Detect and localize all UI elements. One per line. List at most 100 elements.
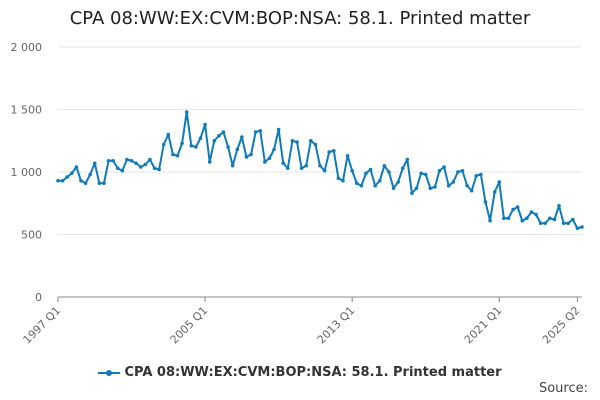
data-point[interactable] — [240, 135, 244, 139]
data-point[interactable] — [341, 178, 345, 183]
data-point[interactable] — [456, 170, 460, 174]
data-point[interactable] — [359, 183, 364, 188]
data-point[interactable] — [543, 221, 548, 226]
data-point[interactable] — [497, 180, 502, 184]
data-point[interactable] — [511, 207, 515, 212]
data-point[interactable] — [322, 168, 327, 173]
data-point[interactable] — [515, 205, 520, 209]
data-point[interactable] — [561, 221, 566, 226]
data-point[interactable] — [327, 150, 331, 154]
data-point[interactable] — [465, 183, 469, 188]
data-point[interactable] — [267, 156, 272, 161]
data-point[interactable] — [253, 130, 258, 134]
data-point[interactable] — [276, 127, 281, 132]
data-point[interactable] — [143, 162, 148, 167]
data-point[interactable] — [548, 216, 552, 221]
data-point[interactable] — [318, 163, 322, 168]
legend[interactable]: CPA 08:WW:EX:CVM:BOP:NSA: 58.1. Printed … — [0, 365, 600, 380]
data-point[interactable] — [437, 168, 442, 173]
data-point[interactable] — [460, 168, 465, 173]
data-point[interactable] — [580, 225, 584, 229]
data-point[interactable] — [336, 176, 341, 181]
data-point[interactable] — [391, 186, 396, 191]
data-point[interactable] — [364, 171, 368, 176]
data-point[interactable] — [69, 171, 74, 176]
data-point[interactable] — [433, 185, 437, 189]
data-point[interactable] — [309, 138, 313, 143]
data-point[interactable] — [244, 155, 249, 159]
data-point[interactable] — [226, 145, 230, 149]
data-point[interactable] — [230, 163, 235, 168]
data-point[interactable] — [157, 167, 161, 172]
data-point[interactable] — [295, 140, 299, 144]
data-point[interactable] — [125, 157, 129, 162]
data-point[interactable] — [184, 110, 189, 114]
data-point[interactable] — [405, 157, 410, 162]
data-point[interactable] — [97, 181, 102, 186]
data-point[interactable] — [258, 128, 263, 133]
data-point[interactable] — [525, 216, 529, 221]
data-point[interactable] — [60, 178, 65, 183]
data-point[interactable] — [557, 203, 561, 208]
data-point[interactable] — [451, 180, 456, 184]
data-point[interactable] — [387, 170, 391, 174]
data-point[interactable] — [290, 138, 295, 143]
data-point[interactable] — [377, 178, 382, 183]
data-point[interactable] — [552, 217, 557, 222]
data-point[interactable] — [423, 172, 428, 177]
data-point[interactable] — [120, 168, 125, 173]
data-point[interactable] — [92, 161, 97, 166]
data-point[interactable] — [538, 221, 543, 226]
data-point[interactable] — [115, 166, 120, 171]
data-point[interactable] — [272, 147, 276, 152]
data-point[interactable] — [221, 130, 226, 134]
data-point[interactable] — [65, 175, 69, 179]
data-point[interactable] — [138, 165, 143, 169]
data-point[interactable] — [235, 147, 240, 152]
data-point[interactable] — [299, 166, 304, 171]
data-point[interactable] — [410, 191, 414, 196]
data-point[interactable] — [249, 152, 253, 157]
data-point[interactable] — [566, 221, 571, 226]
data-point[interactable] — [488, 218, 492, 223]
data-point[interactable] — [56, 178, 60, 183]
data-point[interactable] — [129, 158, 134, 163]
data-point[interactable] — [534, 212, 538, 217]
data-point[interactable] — [198, 136, 203, 141]
data-point[interactable] — [194, 145, 198, 149]
data-point[interactable] — [180, 141, 184, 146]
data-point[interactable] — [502, 216, 506, 221]
data-point[interactable] — [212, 138, 217, 143]
data-point[interactable] — [207, 160, 212, 164]
data-point[interactable] — [400, 166, 405, 171]
data-point[interactable] — [428, 186, 433, 191]
data-point[interactable] — [345, 153, 350, 158]
data-point[interactable] — [281, 161, 286, 166]
data-point[interactable] — [102, 181, 106, 186]
data-point[interactable] — [529, 210, 534, 214]
data-point[interactable] — [217, 133, 221, 138]
data-point[interactable] — [331, 148, 336, 153]
data-point[interactable] — [83, 181, 88, 186]
data-point[interactable] — [79, 178, 83, 183]
data-point[interactable] — [350, 168, 354, 173]
data-point[interactable] — [469, 188, 474, 193]
data-point[interactable] — [506, 216, 511, 221]
data-point[interactable] — [304, 163, 309, 168]
data-point[interactable] — [446, 183, 451, 188]
data-point[interactable] — [492, 190, 497, 194]
data-point[interactable] — [148, 157, 152, 162]
data-point[interactable] — [152, 166, 157, 171]
data-point[interactable] — [171, 152, 175, 157]
data-point[interactable] — [483, 200, 488, 204]
data-point[interactable] — [286, 166, 290, 171]
data-point[interactable] — [368, 167, 373, 172]
data-point[interactable] — [175, 153, 180, 158]
data-point[interactable] — [520, 218, 525, 223]
data-point[interactable] — [474, 173, 479, 178]
data-point[interactable] — [203, 122, 207, 127]
data-point[interactable] — [189, 143, 194, 148]
data-point[interactable] — [479, 172, 483, 177]
data-point[interactable] — [166, 132, 171, 137]
data-point[interactable] — [74, 165, 79, 169]
